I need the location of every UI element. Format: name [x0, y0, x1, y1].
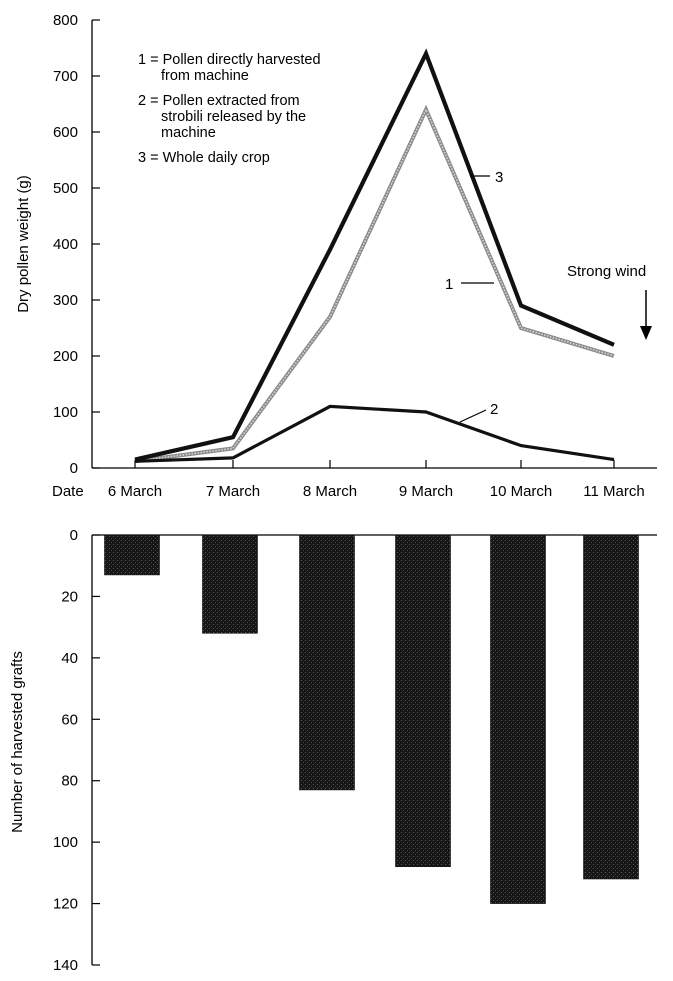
legend-entry-2-line: 2 = Pollen extracted from	[138, 93, 300, 109]
line-y-tick-label: 0	[70, 460, 78, 477]
line-x-tick-label: 7 March	[206, 483, 260, 500]
line-y-ticks: 0 100 200 300 400 500 600 700 800	[53, 12, 100, 477]
series-3-label: 3	[495, 169, 503, 186]
x-axis-prefix: Date	[52, 483, 84, 500]
legend-entry-1-line: 1 = Pollen directly harvested	[138, 52, 321, 68]
line-y-tick-label: 600	[53, 124, 78, 141]
bar-y-ticks: 0 20 40 60 80 100 120 140	[53, 527, 100, 974]
line-series	[134, 48, 615, 464]
line-y-tick-label: 200	[53, 348, 78, 365]
line-y-tick-label: 400	[53, 236, 78, 253]
line-chart: Dry pollen weight (g) 0 100 200 300 400 500 60…	[15, 12, 657, 500]
bar-10-march	[490, 534, 546, 904]
bar-9-march	[395, 534, 451, 868]
series-1-label: 1	[445, 276, 453, 293]
series-labels: 3 1 2	[445, 169, 503, 423]
bar-y-axis-label: Number of harvested grafts	[9, 651, 26, 833]
arrow-head-icon	[640, 326, 652, 340]
bar-y-tick-label: 140	[53, 957, 78, 974]
line-y-axis-label: Dry pollen weight (g)	[15, 175, 32, 313]
line-y-tick-label: 500	[53, 180, 78, 197]
series-3-line	[134, 48, 615, 462]
line-x-tick-label: 6 March	[108, 483, 162, 500]
bar-y-tick-label: 20	[61, 588, 78, 605]
legend-entry-1-line: from machine	[161, 68, 249, 84]
bar-6-march	[104, 534, 160, 576]
legend-entry-3-line: 3 = Whole daily crop	[138, 150, 270, 166]
bar-y-tick-label: 60	[61, 711, 78, 728]
bar-axes	[91, 534, 657, 965]
bar-y-tick-label: 80	[61, 773, 78, 790]
line-axes	[91, 20, 657, 469]
line-y-tick-label: 700	[53, 68, 78, 85]
line-x-ticks: 6 March 7 March 8 March 9 March 10 March 11 M…	[108, 460, 645, 500]
line-x-tick-label: 9 March	[399, 483, 453, 500]
series-2-line	[134, 404, 615, 463]
line-y-tick-label: 800	[53, 12, 78, 29]
series-2-label: 2	[490, 401, 498, 418]
line-y-tick-label: 100	[53, 404, 78, 421]
series-1-line-texture	[134, 107, 615, 463]
strong-wind-annotation: Strong wind	[567, 263, 652, 340]
bar-y-tick-label: 40	[61, 650, 78, 667]
line-x-tick-label: 10 March	[490, 483, 553, 500]
bar-y-tick-label: 120	[53, 896, 78, 913]
bar-chart: Number of harvested grafts 0 20 40 60 80 100 1…	[9, 527, 657, 974]
bar-7-march	[202, 534, 258, 634]
line-x-tick-label: 8 March	[303, 483, 357, 500]
legend-entry-2-line: machine	[161, 125, 216, 141]
bars	[104, 534, 639, 904]
legend-entry-2-line: strobili released by the	[161, 109, 306, 125]
bar-y-tick-label: 100	[53, 834, 78, 851]
strong-wind-label: Strong wind	[567, 263, 646, 280]
line-y-tick-label: 300	[53, 292, 78, 309]
bar-8-march	[299, 534, 355, 791]
series-2-leader	[459, 409, 487, 423]
line-x-tick-label: 11 March	[583, 483, 644, 500]
bar-11-march	[583, 534, 639, 880]
bar-y-tick-label: 0	[70, 527, 78, 544]
